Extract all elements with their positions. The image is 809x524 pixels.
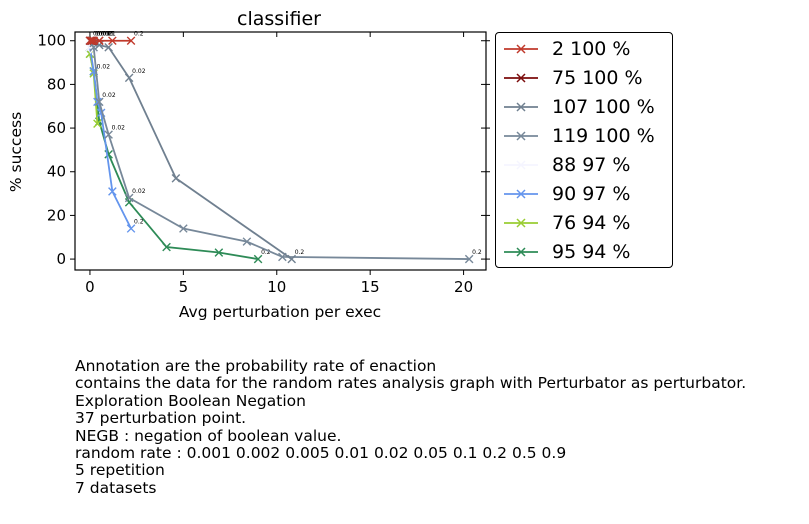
- x-tick-label: 15: [361, 278, 380, 296]
- data-point-marker: [287, 254, 297, 264]
- point-annotation: 0.2: [134, 219, 144, 226]
- data-point-marker: [108, 36, 117, 46]
- data-point-marker: [242, 237, 252, 246]
- data-point-marker: [108, 187, 117, 196]
- caption-line: Exploration Boolean Negation: [75, 391, 306, 410]
- series-line: [89, 40, 470, 260]
- legend-label: 90 97 %: [552, 183, 631, 205]
- point-annotation: 0.02: [102, 92, 116, 99]
- legend-item: 76 94 %: [502, 212, 631, 234]
- point-annotation: 0.01: [102, 31, 116, 38]
- point-annotation: 0.02: [112, 125, 126, 132]
- legend: 2 100 % 75 100 % 107 100 % 119 100 % 88 97 %…: [495, 32, 673, 268]
- legend-swatch: [504, 73, 538, 83]
- caption-line: Annotation are the probability rate of e…: [75, 357, 437, 375]
- caption-line: 5 repetition: [75, 461, 165, 480]
- series-line: [89, 39, 293, 260]
- legend-swatch: [504, 218, 538, 228]
- legend-item: 90 97 %: [502, 183, 631, 205]
- legend-item: 119 100 %: [502, 125, 655, 147]
- x-tick-label: 20: [454, 278, 473, 296]
- point-annotation: 0.005: [97, 31, 114, 38]
- point-annotation: 0.02: [97, 63, 111, 70]
- y-tick-label: 0: [56, 250, 66, 268]
- legend-label: 76 94 %: [552, 212, 631, 234]
- data-point-marker: [104, 42, 113, 52]
- legend-label: 88 97 %: [552, 154, 631, 176]
- y-tick-label: 20: [47, 206, 66, 224]
- data-point-marker: [85, 36, 95, 46]
- caption-line: 7 datasets: [75, 478, 157, 497]
- legend-label: 2 100 %: [552, 38, 631, 60]
- caption: Annotation are the probability rate of e…: [75, 357, 747, 497]
- series-107-100-: 0.02 0.2: [85, 36, 305, 264]
- legend-item: 107 100 %: [502, 96, 655, 118]
- chart-title: classifier: [237, 8, 321, 30]
- data-point-marker: [171, 173, 181, 183]
- caption-line: 37 perturbation point.: [75, 409, 247, 428]
- legend-item: 75 100 %: [502, 67, 643, 89]
- x-tick-label: 0: [85, 278, 95, 296]
- series-line: [89, 47, 132, 229]
- legend-label: 107 100 %: [552, 96, 655, 118]
- caption-line: random rate : 0.001 0.002 0.005 0.01 0.0…: [75, 444, 567, 463]
- point-annotation: 0.2: [472, 249, 482, 256]
- legend-item: 2 100 %: [502, 38, 631, 60]
- data-point-marker: [94, 97, 104, 107]
- point-annotation: 0.002: [95, 31, 112, 38]
- legend-item: 95 94 %: [502, 241, 631, 263]
- legend-swatch: [504, 247, 538, 257]
- plot-frame: [74, 31, 487, 271]
- legend-label: 95 94 %: [552, 241, 631, 263]
- data-point-marker: [94, 36, 104, 46]
- data-point-marker: [104, 130, 113, 139]
- point-annotation: 0.2: [295, 249, 305, 256]
- legend-label: 75 100 %: [552, 67, 643, 89]
- legend-swatch: [504, 44, 538, 54]
- data-point-marker: [124, 73, 134, 83]
- data-point-marker: [124, 193, 134, 203]
- x-tick-label: 5: [179, 278, 189, 296]
- data-point-marker: [87, 36, 97, 46]
- point-annotation: 0.02: [132, 188, 146, 195]
- data-point-marker: [93, 119, 102, 129]
- legend-swatch: [504, 160, 538, 170]
- data-point-marker: [126, 224, 136, 233]
- caption-line: NEGB : negation of boolean value.: [75, 426, 342, 445]
- legend-swatch: [504, 131, 538, 141]
- y-tick-label: 40: [47, 163, 66, 181]
- x-axis-label: Avg perturbation per exec: [179, 303, 381, 321]
- data-point-marker: [162, 242, 171, 252]
- chart: classifier 0.20.020.20.020.020.020.20.02…: [7, 8, 490, 321]
- y-tick-label: 100: [37, 32, 66, 50]
- y-tick-label: 80: [47, 75, 66, 93]
- point-annotation: 0.02: [132, 68, 146, 75]
- series-119-100-: 0.02 0.02 0.02 0.2: [85, 36, 482, 264]
- caption-line: contains the data for the random rates a…: [75, 374, 747, 393]
- legend-item: 88 97 %: [502, 154, 631, 176]
- data-point-marker: [214, 248, 224, 257]
- legend-swatch: [504, 189, 538, 199]
- point-annotation: 0.001: [93, 31, 110, 38]
- y-tick-label: 60: [47, 119, 66, 137]
- data-point-marker: [253, 254, 263, 264]
- series-95-94-: 0.2: [85, 49, 271, 264]
- legend-swatch: [504, 102, 538, 112]
- y-axis-label: % success: [7, 112, 25, 192]
- point-annotation: 0.2: [134, 31, 144, 38]
- x-tick-label: 10: [267, 278, 286, 296]
- data-point-marker: [126, 36, 136, 46]
- data-point-marker: [464, 254, 474, 264]
- point-annotation: 0.2: [261, 249, 271, 256]
- data-point-marker: [179, 224, 188, 233]
- legend-label: 119 100 %: [552, 125, 655, 147]
